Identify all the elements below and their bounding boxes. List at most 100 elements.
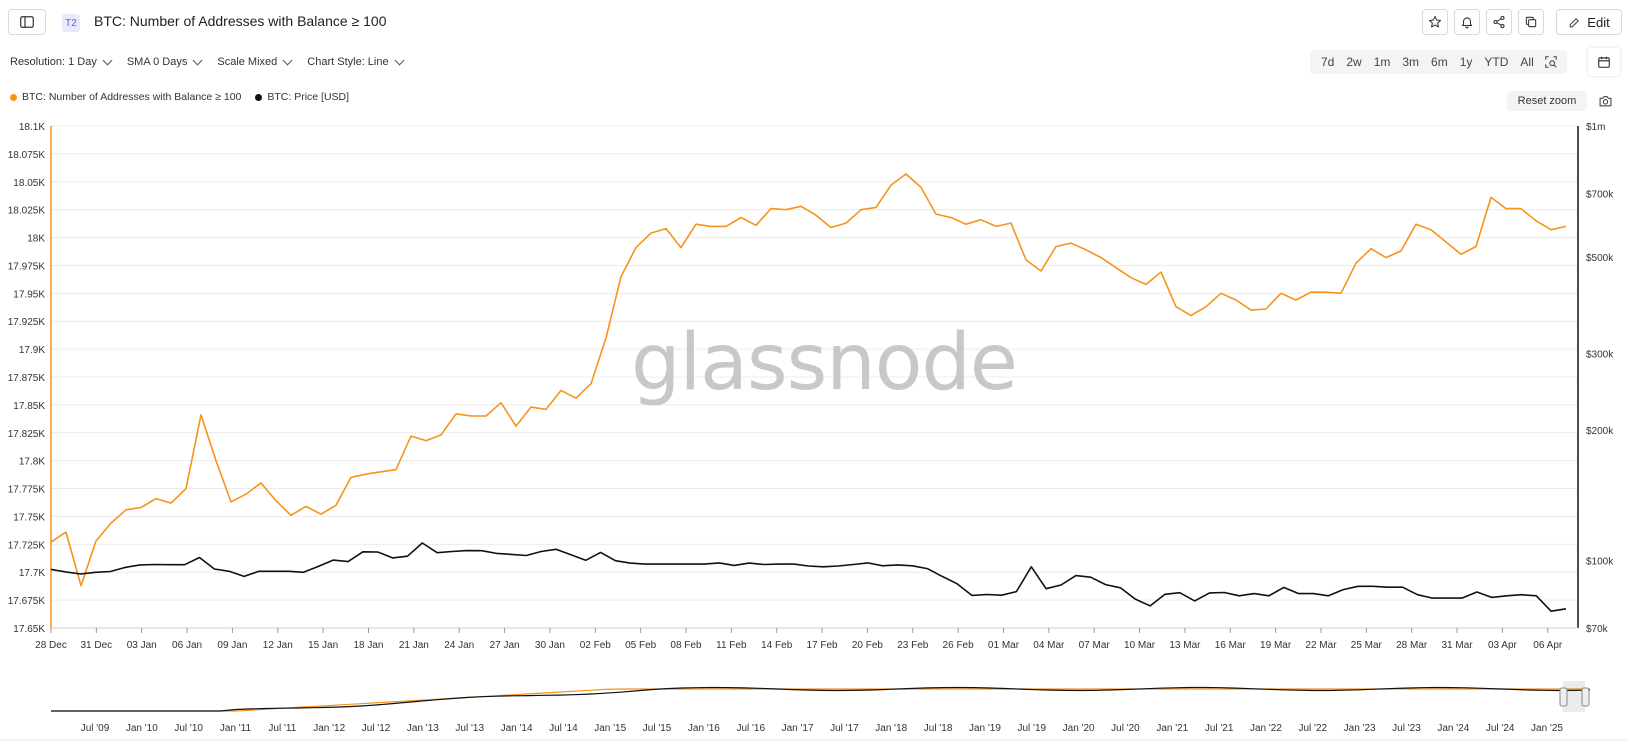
- x-tick-label: 26 Feb: [943, 640, 975, 651]
- x-tick-label: 16 Mar: [1215, 640, 1247, 651]
- share-icon: [1493, 15, 1505, 29]
- x-tick-label: 13 Mar: [1169, 640, 1201, 651]
- legend-item-price[interactable]: BTC: Price [USD]: [255, 91, 349, 103]
- y-tick-label-left: 17.725K: [8, 540, 46, 551]
- y-tick-label-left: 18.1K: [19, 122, 45, 133]
- range-3m[interactable]: 3m: [1402, 55, 1420, 69]
- y-tick-label-right: $70k: [1586, 624, 1609, 635]
- bell-icon: [1461, 17, 1473, 29]
- navigator-tick-label: Jan '22: [1250, 723, 1282, 734]
- edit-button[interactable]: Edit: [1556, 9, 1622, 35]
- x-tick-label: 17 Feb: [806, 640, 838, 651]
- x-tick-label: 22 Mar: [1305, 640, 1337, 651]
- navigator-tick-label: Jan '25: [1531, 723, 1563, 734]
- y-tick-label-left: 17.8K: [19, 457, 45, 468]
- chart-style-dropdown[interactable]: Chart Style: Line: [307, 55, 405, 68]
- x-tick-label: 03 Apr: [1488, 640, 1518, 651]
- y-tick-label-left: 17.7K: [19, 568, 45, 579]
- y-tick-label-right: $1m: [1586, 122, 1605, 133]
- navigator-addresses-line: [51, 688, 1590, 712]
- navigator-tick-label: Jul '20: [1111, 723, 1140, 734]
- navigator-tick-label: Jan '19: [969, 723, 1001, 734]
- resolution-dropdown[interactable]: Resolution: 1 Day: [10, 55, 113, 68]
- header-bar: T2 BTC: Number of Addresses with Balance…: [0, 0, 1627, 45]
- range-all[interactable]: All: [1520, 55, 1534, 69]
- x-tick-label: 24 Jan: [444, 640, 474, 651]
- x-tick-label: 20 Feb: [852, 640, 884, 651]
- x-tick-label: 15 Jan: [308, 640, 338, 651]
- calendar-icon: [1598, 56, 1610, 68]
- reset-zoom-button[interactable]: Reset zoom: [1507, 91, 1587, 111]
- x-tick-label: 01 Mar: [988, 640, 1020, 651]
- navigator-tick-label: Jul '13: [455, 723, 484, 734]
- navigator-handle-left: [1559, 687, 1568, 707]
- sidebar-toggle-button[interactable]: [8, 9, 46, 35]
- range-7d[interactable]: 7d: [1321, 55, 1335, 69]
- range-2w[interactable]: 2w: [1346, 55, 1362, 69]
- zoom-search-button[interactable]: [1541, 55, 1561, 69]
- x-tick-label: 12 Jan: [263, 640, 293, 651]
- y-tick-label-left: 18K: [27, 234, 45, 245]
- x-tick-label: 19 Mar: [1260, 640, 1292, 651]
- share-button[interactable]: [1486, 9, 1512, 35]
- x-tick-label: 31 Dec: [81, 640, 113, 651]
- x-tick-label: 10 Mar: [1124, 640, 1156, 651]
- addresses-series-line: [50, 173, 1567, 587]
- x-tick-label: 06 Apr: [1533, 640, 1563, 651]
- y-tick-label-right: $500k: [1586, 253, 1614, 264]
- zoom-search-icon: [1544, 56, 1557, 68]
- chart-toolbar: Resolution: 1 Day SMA 0 Days Scale Mixed…: [10, 55, 405, 68]
- range-1m[interactable]: 1m: [1373, 55, 1391, 69]
- navigator-tick-label: Jan '24: [1437, 723, 1469, 734]
- watermark: glassnode: [631, 318, 1018, 408]
- navigator-tick-label: Jul '11: [268, 723, 296, 734]
- navigator-tick-label: Jul '10: [174, 723, 203, 734]
- navigator-tick-label: Jan '14: [501, 723, 533, 734]
- navigator-tick-label: Jul '21: [1205, 723, 1234, 734]
- navigator-price-line: [51, 686, 1591, 712]
- star-icon: [1428, 15, 1442, 28]
- y-tick-label-right: $700k: [1586, 189, 1614, 200]
- y-tick-label-right: $200k: [1586, 426, 1614, 437]
- x-tick-label: 07 Mar: [1079, 640, 1111, 651]
- navigator-tick-label: Jan '11: [220, 723, 252, 734]
- calendar-button[interactable]: [1588, 48, 1620, 76]
- navigator-tick-label: Jul '15: [643, 723, 672, 734]
- navigator-tick-label: Jul '12: [362, 723, 391, 734]
- y-tick-label-left: 17.775K: [8, 485, 46, 496]
- y-tick-label-left: 17.65K: [13, 624, 45, 635]
- duplicate-button[interactable]: [1518, 9, 1544, 35]
- x-tick-label: 02 Feb: [580, 640, 612, 651]
- sidebar-toggle-icon: [20, 16, 34, 28]
- sma-dropdown[interactable]: SMA 0 Days: [127, 55, 203, 68]
- tier-badge: T2: [62, 14, 80, 32]
- pencil-icon: [1569, 17, 1580, 27]
- navigator-handle-right: [1581, 687, 1590, 707]
- scale-dropdown[interactable]: Scale Mixed: [217, 55, 293, 68]
- scale-label: Scale Mixed: [217, 56, 278, 68]
- page-title: BTC: Number of Addresses with Balance ≥ …: [94, 13, 387, 29]
- legend-dot: [10, 93, 17, 101]
- y-tick-label-left: 17.95K: [13, 289, 45, 300]
- edit-button-label: Edit: [1587, 14, 1610, 30]
- favorite-button[interactable]: [1422, 9, 1448, 35]
- x-tick-label: 08 Feb: [670, 640, 702, 651]
- x-tick-label: 14 Feb: [761, 640, 793, 651]
- screenshot-button[interactable]: [1596, 92, 1614, 110]
- y-tick-label-left: 18.025K: [8, 206, 46, 217]
- range-ytd[interactable]: YTD: [1484, 55, 1509, 69]
- time-range-selector: 7d 2w 1m 3m 6m 1y YTD All: [1310, 50, 1567, 74]
- navigator-tick-label: Jan '20: [1063, 723, 1095, 734]
- resolution-label: Resolution: 1 Day: [10, 56, 97, 68]
- legend-item-addresses[interactable]: BTC: Number of Addresses with Balance ≥ …: [10, 91, 241, 103]
- y-tick-label-left: 17.75K: [13, 512, 45, 523]
- x-tick-label: 03 Jan: [127, 640, 157, 651]
- navigator-tick-label: Jan '21: [1156, 723, 1188, 734]
- range-6m[interactable]: 6m: [1431, 55, 1448, 69]
- x-tick-label: 11 Feb: [716, 640, 747, 651]
- navigator-tick-label: Jul '17: [830, 723, 859, 734]
- x-tick-label: 05 Feb: [625, 640, 657, 651]
- alert-button[interactable]: [1454, 9, 1480, 35]
- range-1y[interactable]: 1y: [1459, 55, 1473, 69]
